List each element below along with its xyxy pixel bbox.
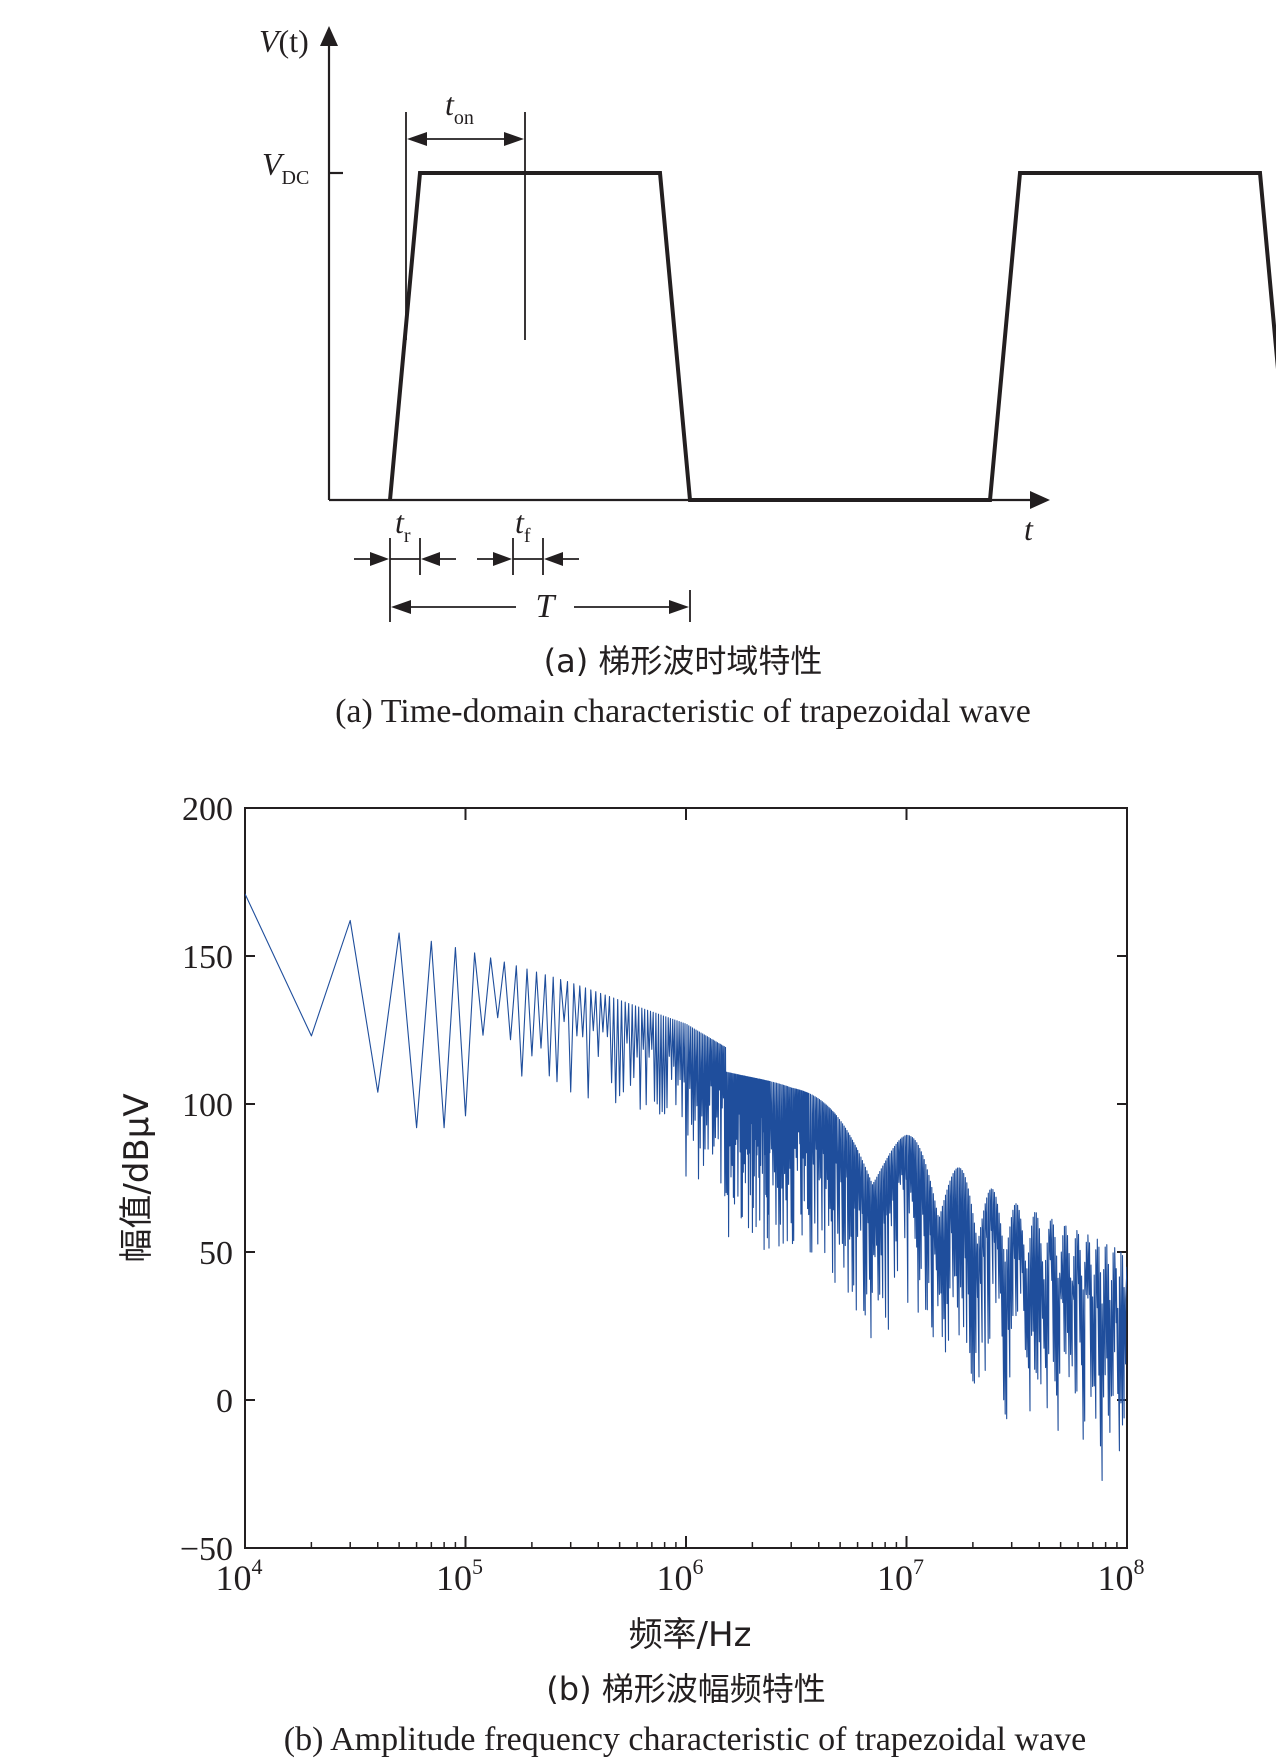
x-axis-title: 频率/Hz bbox=[629, 1615, 752, 1655]
y-tick-label: −50 bbox=[180, 1531, 233, 1568]
x-ticks: 104 105 106 107 108 bbox=[216, 808, 1145, 1598]
y-tick-label: 100 bbox=[182, 1087, 233, 1124]
dimension-lines bbox=[354, 112, 691, 622]
spectrum-series bbox=[245, 893, 1127, 1482]
y-tick-label: 0 bbox=[216, 1383, 233, 1420]
caption-a-cn: (a) 梯形波时域特性 bbox=[544, 642, 823, 680]
tf-arrow-left-icon bbox=[493, 552, 512, 566]
tf-label: tf bbox=[515, 504, 531, 547]
ton-right-arrow-icon bbox=[504, 132, 524, 146]
y-tick-label: 200 bbox=[182, 791, 233, 828]
y-ticks: 200 150 100 50 0 −50 bbox=[180, 791, 1127, 1568]
y-axis-label: V(t) bbox=[259, 23, 309, 59]
y-axis-arrow-icon bbox=[320, 26, 338, 46]
ton-left-arrow-icon bbox=[407, 132, 427, 146]
x-axis-label: t bbox=[1024, 511, 1034, 547]
tr-arrow-left-icon bbox=[370, 552, 389, 566]
time-labels: V(t) VDC ton t tr tf T bbox=[259, 23, 1034, 625]
plot-frame bbox=[244, 807, 1128, 1549]
panel-a: V(t) VDC ton t tr tf T (a) 梯形波时域特性 (a) T… bbox=[259, 23, 1276, 730]
vdc-label: VDC bbox=[262, 146, 309, 189]
x-tick-label: 106 bbox=[657, 1554, 704, 1598]
x-axis-arrow-icon bbox=[1030, 491, 1050, 509]
caption-a-en: (a) Time-domain characteristic of trapez… bbox=[335, 693, 1031, 730]
x-tick-label: 105 bbox=[436, 1554, 483, 1598]
x-tick-label: 108 bbox=[1098, 1554, 1145, 1598]
caption-b-cn: (b) 梯形波幅频特性 bbox=[546, 1670, 825, 1708]
y-tick-label: 150 bbox=[182, 939, 233, 976]
y-tick-label: 50 bbox=[199, 1235, 233, 1272]
tr-arrow-right-icon bbox=[421, 552, 440, 566]
caption-b-en: (b) Amplitude frequency characteristic o… bbox=[284, 1721, 1086, 1758]
period-left-arrow-icon bbox=[391, 600, 411, 614]
x-tick-label: 104 bbox=[216, 1554, 263, 1598]
tr-label: tr bbox=[395, 504, 411, 547]
ton-label: ton bbox=[445, 86, 474, 129]
x-tick-label: 107 bbox=[877, 1554, 924, 1598]
period-label: T bbox=[536, 588, 557, 625]
trapezoid-wave-series bbox=[388, 171, 1276, 502]
tf-arrow-right-icon bbox=[544, 552, 563, 566]
period-right-arrow-icon bbox=[669, 600, 689, 614]
y-axis-title: 幅值/dBμV bbox=[117, 1093, 157, 1262]
